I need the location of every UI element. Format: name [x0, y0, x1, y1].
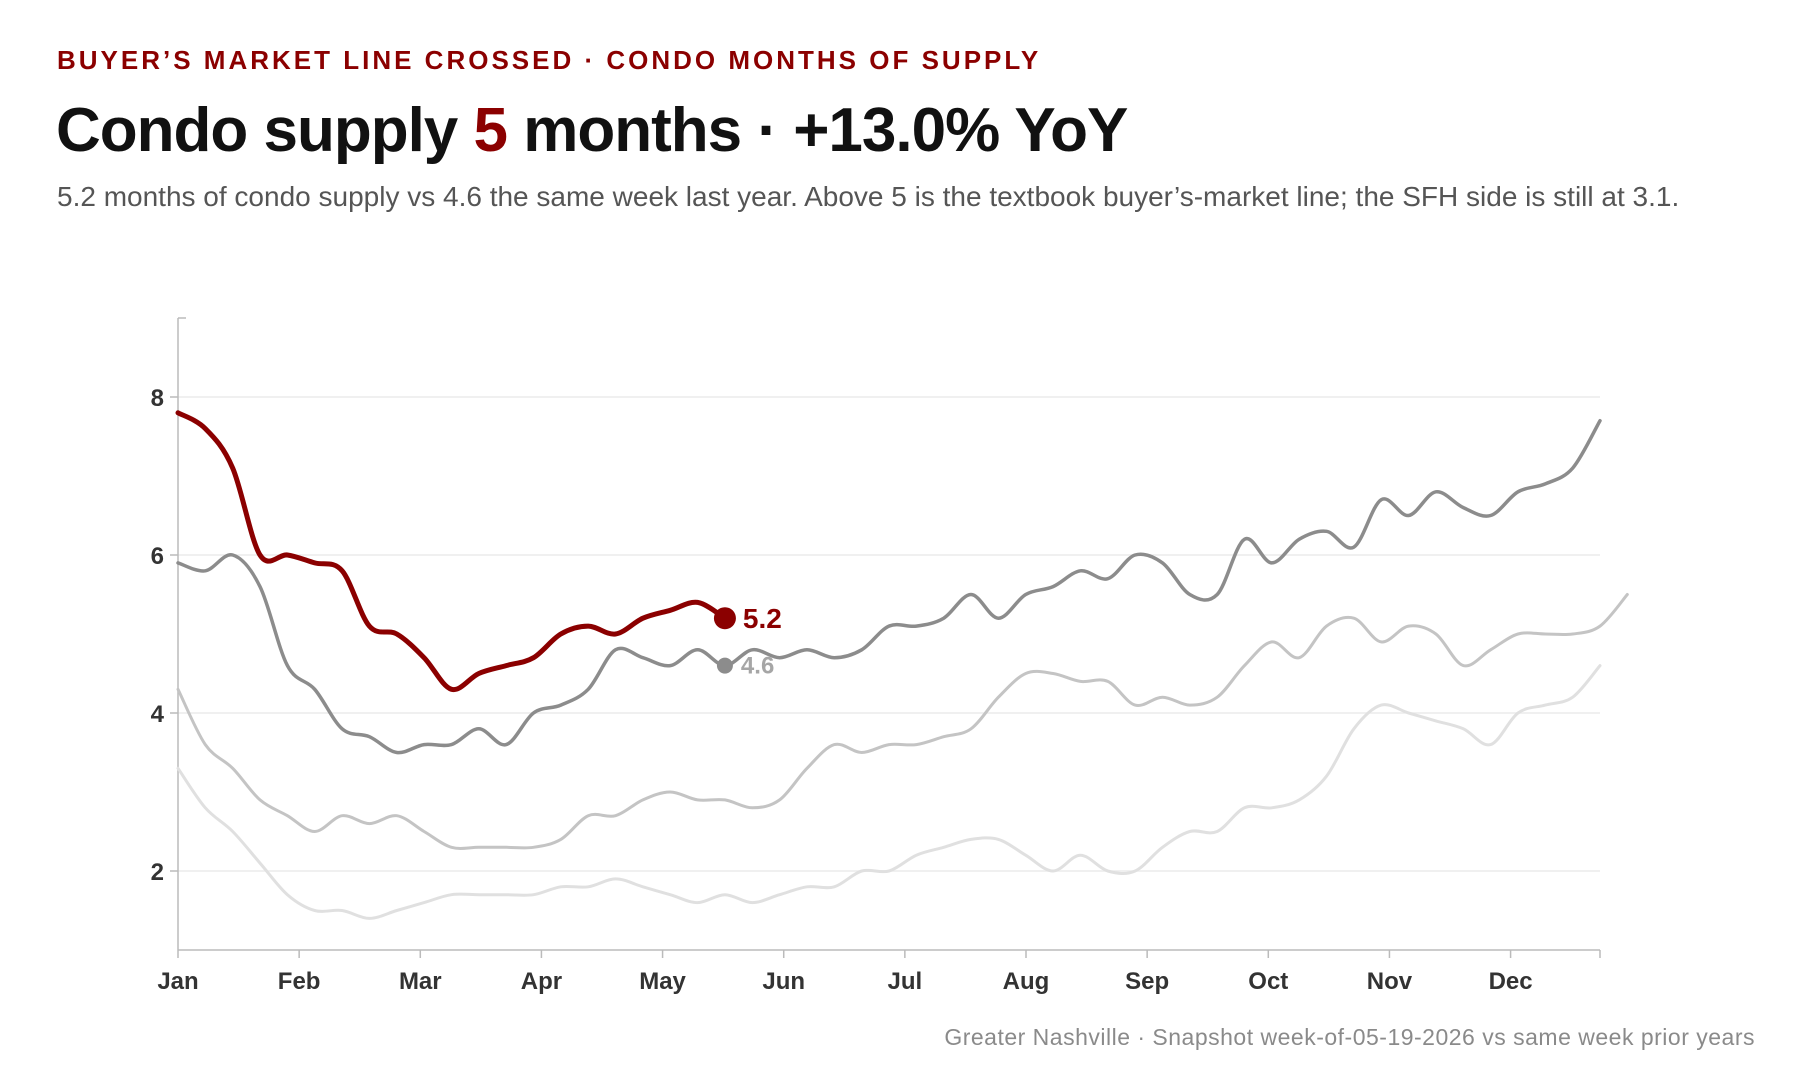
- chart-subtitle: 5.2 months of condo supply vs 4.6 the sa…: [57, 181, 1680, 212]
- x-tick-label-may: May: [639, 968, 686, 995]
- x-tick-label-sep: Sep: [1125, 968, 1169, 995]
- end-marker-current: [713, 607, 736, 630]
- x-tick-label-dec: Dec: [1489, 968, 1533, 995]
- y-tick-label: 6: [151, 543, 164, 570]
- series-line-prior-3: [176, 664, 1602, 920]
- series-lines: [175, 410, 1629, 920]
- series-line-prior-1: [176, 418, 1602, 755]
- series-line-prior-2: [176, 593, 1629, 850]
- headline-prefix: Condo supply: [56, 96, 474, 165]
- end-label-current: 5.2: [743, 603, 782, 634]
- y-tick-label: 4: [151, 701, 165, 728]
- axes: 2 4 6 8 Jan Feb Mar Apr May Jun Jul Aug Sep Oct Nov Dec: [151, 317, 1601, 995]
- chart-headline: Condo supply 5 months · +13.0% YoY: [56, 95, 1128, 166]
- end-label-prior: 4.6: [741, 653, 774, 680]
- x-tick-label-feb: Feb: [278, 968, 321, 995]
- x-tick-label-apr: Apr: [521, 968, 562, 995]
- series-line-current: [175, 410, 728, 693]
- headline-highlight-value: 5: [473, 96, 508, 165]
- x-tick-label-nov: Nov: [1367, 968, 1413, 995]
- line-chart: 2 4 6 8 Jan Feb Mar Apr May Jun Jul Aug Sep Oct Nov Dec…: [151, 317, 1629, 995]
- end-marker-prior: [716, 657, 733, 674]
- source-footnote: Greater Nashville · Snapshot week-of-05-…: [944, 1024, 1755, 1050]
- end-labels: 4.6 5.2: [713, 603, 782, 680]
- x-tick-label-jan: Jan: [157, 968, 198, 995]
- chart-kicker: BUYER’S MARKET LINE CROSSED · CONDO MONT…: [57, 45, 1042, 75]
- x-tick-label-oct: Oct: [1248, 968, 1288, 995]
- y-tick-label: 2: [151, 859, 164, 886]
- y-tick-label: 8: [151, 385, 164, 412]
- x-tick-label-jun: Jun: [762, 968, 805, 995]
- x-tick-label-mar: Mar: [399, 968, 442, 995]
- headline-suffix: months · +13.0% YoY: [507, 96, 1128, 165]
- x-tick-label-jul: Jul: [888, 968, 923, 995]
- x-tick-label-aug: Aug: [1003, 968, 1050, 995]
